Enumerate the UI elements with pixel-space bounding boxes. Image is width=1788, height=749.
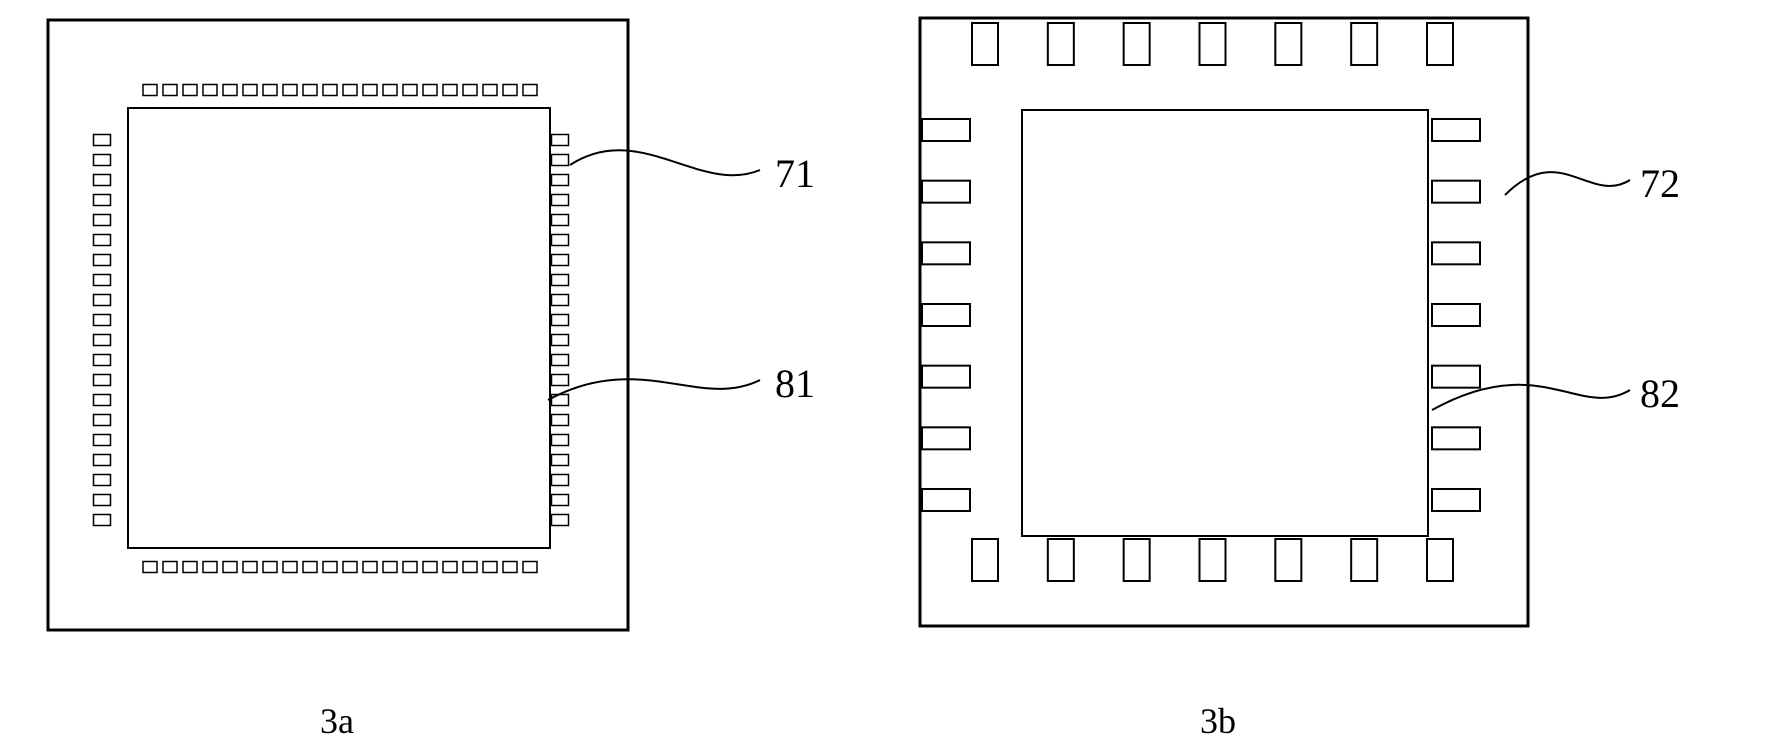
label-82: 82 xyxy=(1640,370,1680,417)
caption-3a: 3a xyxy=(320,700,354,742)
label-81: 81 xyxy=(775,360,815,407)
diagram-svg xyxy=(0,0,1788,749)
label-71: 71 xyxy=(775,150,815,197)
label-72: 72 xyxy=(1640,160,1680,207)
caption-3b: 3b xyxy=(1200,700,1236,742)
diagram-canvas: 71 81 72 82 3a 3b xyxy=(0,0,1788,749)
